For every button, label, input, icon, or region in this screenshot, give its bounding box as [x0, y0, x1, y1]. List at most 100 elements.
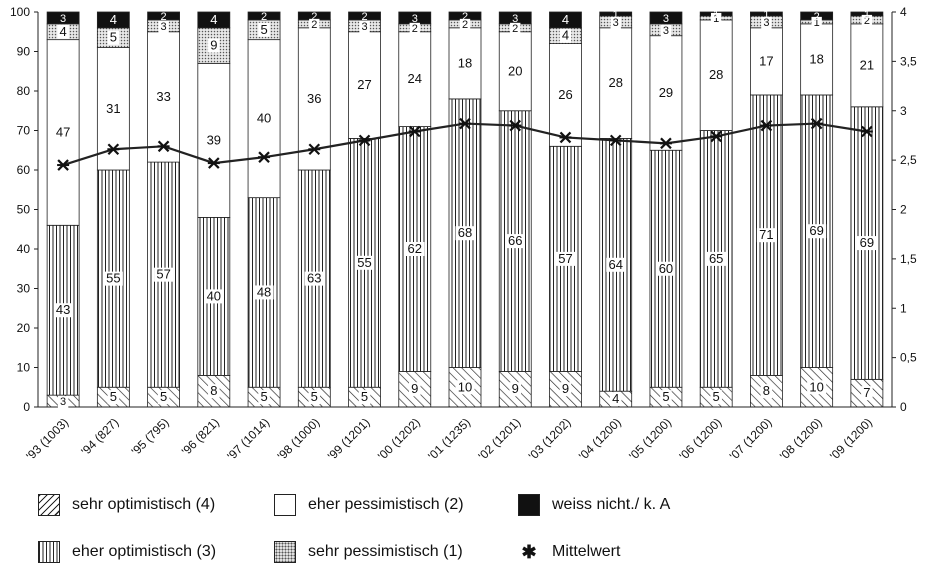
segment-label-weiss: 1 — [713, 9, 719, 21]
segment-label-bg — [760, 384, 773, 399]
segment-label-bg — [656, 85, 676, 100]
segment-label-bg — [208, 384, 220, 399]
bar-segment-weiss — [599, 11, 633, 17]
segment-label-weiss: 2 — [311, 11, 317, 23]
segment-label-bg — [258, 390, 270, 405]
y-right-tick-label: 1 — [900, 301, 907, 315]
segment-label-bg — [254, 111, 274, 126]
mittelwert-point — [157, 140, 170, 153]
segment-label-eher_opt: 62 — [408, 241, 422, 256]
segment-label-bg — [405, 72, 425, 87]
segment-label-bg — [405, 242, 425, 256]
segment-label-bg — [107, 390, 120, 405]
y-right-tick-label: 3 — [900, 104, 907, 118]
segment-label-bg — [154, 267, 174, 282]
legend-swatch-eher-optimistisch — [38, 541, 60, 563]
legend-swatch-sehr-pessimistisch — [274, 541, 296, 563]
segment-label-sehr_opt: 5 — [160, 389, 167, 404]
segment-label-weiss: 2 — [361, 11, 367, 23]
mittelwert-point — [408, 125, 421, 138]
segment-label-bg — [509, 382, 522, 397]
segment-label-bg — [811, 16, 822, 29]
y-left-tick-label: 0 — [23, 400, 30, 414]
bar-segment-weiss — [649, 11, 683, 25]
legend-swatch-eher-pessimistisch — [274, 494, 296, 516]
legend-item-eher-optimistisch: eher optimistisch (3) — [38, 539, 216, 565]
chart-legend: sehr optimistisch (4) eher pessimistisch… — [38, 492, 798, 568]
x-tick-label: '97 (1014) — [224, 415, 272, 463]
bar-segment-weiss — [549, 11, 582, 29]
mittelwert-point — [760, 119, 773, 132]
bar-segment-weiss — [197, 11, 231, 29]
segment-label-eher_opt: 55 — [106, 271, 120, 286]
x-tick-label: '93 (1003) — [23, 415, 71, 463]
segment-label-bg — [254, 285, 274, 300]
segment-label-sehr_pes: 1 — [814, 17, 820, 29]
segment-label-bg — [606, 257, 626, 272]
mittelwert-point — [107, 143, 120, 156]
segment-label-bg — [559, 382, 572, 397]
segment-label-bg — [158, 20, 169, 33]
segment-label-bg — [354, 255, 375, 270]
segment-label-bg — [308, 390, 321, 405]
segment-label-eher_opt: 57 — [558, 251, 572, 266]
x-tick-label: '08 (1200) — [777, 415, 825, 463]
x-tick-label: '05 (1200) — [626, 415, 674, 463]
segment-label-sehr_opt: 5 — [110, 389, 117, 404]
y-right-tick-label: 0 — [900, 400, 907, 414]
x-tick-label: '94 (827) — [78, 415, 121, 458]
bar-segment-weiss — [247, 11, 281, 21]
mittelwert-point — [710, 130, 723, 143]
segment-label-bg — [204, 289, 224, 304]
segment-label-bg — [807, 224, 827, 239]
legend-item-sehr-optimistisch: sehr optimistisch (4) — [38, 492, 215, 518]
legend-label-weiss-nicht: weiss nicht./ k. A — [552, 496, 671, 513]
segment-label-sehr_opt: 9 — [411, 381, 418, 396]
y-left-tick-label: 50 — [17, 203, 31, 217]
segment-label-eher_opt: 55 — [357, 255, 371, 270]
mittelwert-point — [358, 134, 371, 147]
segment-label-eher_pes: 27 — [357, 77, 371, 92]
y-left-tick-label: 70 — [17, 124, 31, 138]
y-right-tick-label: 0,5 — [900, 351, 917, 365]
segment-label-bg — [53, 125, 73, 140]
bar-segment-weiss — [348, 11, 381, 21]
mittelwert-point — [258, 151, 271, 163]
segment-label-eher_pes: 26 — [558, 87, 572, 102]
y-left-tick-label: 40 — [17, 242, 31, 256]
segment-label-bg — [559, 28, 572, 43]
segment-label-bg — [861, 14, 873, 27]
legend-item-weiss-nicht: weiss nicht./ k. A — [518, 492, 670, 518]
segment-label-bg — [555, 251, 576, 266]
segment-label-sehr_pes: 2 — [412, 23, 418, 35]
mittelwert-point — [459, 117, 471, 130]
segment-label-bg — [359, 20, 370, 33]
segment-label-bg — [756, 228, 776, 243]
segment-label-bg — [710, 12, 722, 25]
segment-label-bg — [555, 87, 576, 102]
segment-label-sehr_pes: 9 — [210, 38, 217, 53]
x-tick-label: '07 (1200) — [727, 415, 775, 463]
segment-label-bg — [660, 390, 672, 405]
segment-label-bg — [609, 392, 622, 407]
y-left-tick-label: 100 — [10, 5, 30, 19]
segment-label-bg — [505, 234, 525, 249]
segment-label-eher_pes: 36 — [307, 91, 321, 106]
segment-label-bg — [807, 380, 827, 395]
legend-item-sehr-pessimistisch: sehr pessimistisch (1) — [274, 539, 463, 565]
segment-label-bg — [710, 390, 722, 405]
mittelwert-point — [860, 125, 873, 138]
mittelwert-point — [559, 131, 572, 144]
segment-label-sehr_opt: 5 — [662, 389, 669, 404]
segment-label-eher_pes: 18 — [458, 55, 472, 70]
segment-label-eher_pes: 28 — [709, 67, 723, 82]
legend-swatch-weiss-nicht — [518, 494, 540, 516]
bar-segment-weiss — [96, 11, 130, 29]
segment-label-eher_pes: 47 — [56, 124, 70, 139]
segment-label-bg — [204, 133, 224, 148]
segment-label-bg — [505, 64, 525, 79]
mittelwert-point — [609, 134, 622, 147]
segment-label-weiss: 2 — [814, 11, 820, 23]
segment-label-bg — [455, 380, 475, 395]
